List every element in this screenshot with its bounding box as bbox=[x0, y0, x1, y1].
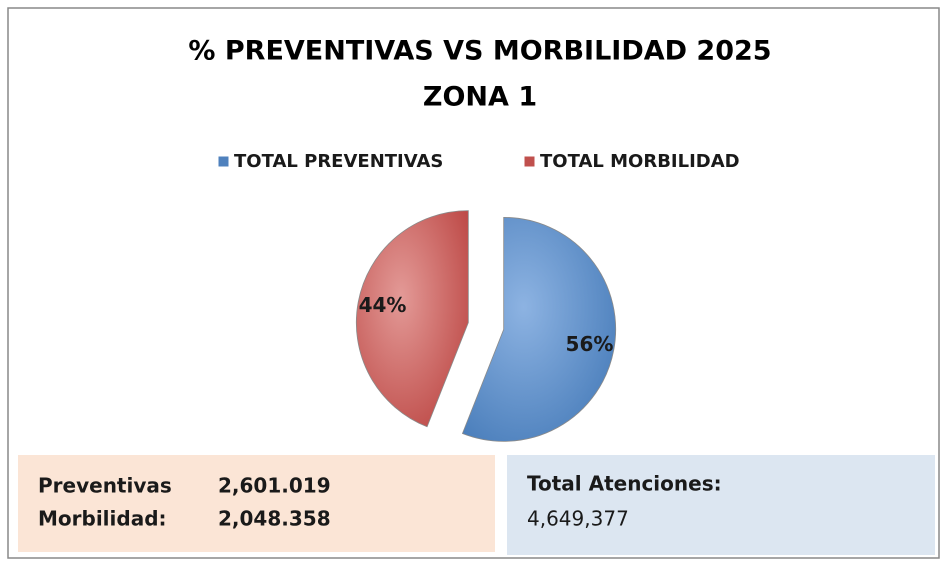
preventivas-label: Preventivas bbox=[38, 474, 172, 498]
legend-swatch bbox=[523, 155, 536, 168]
chart-subtitle: ZONA 1 bbox=[423, 82, 537, 113]
pie-slice bbox=[355, 210, 469, 428]
morbilidad-label: Morbilidad: bbox=[38, 507, 167, 531]
legend-label: TOTAL PREVENTIVAS bbox=[234, 151, 443, 172]
slice-label: 44% bbox=[359, 293, 407, 317]
total-label: Total Atenciones: bbox=[527, 472, 722, 496]
morbilidad-value: 2,048.358 bbox=[218, 507, 331, 531]
slice-label: 56% bbox=[566, 332, 614, 356]
chart-title: % PREVENTIVAS VS MORBILIDAD 2025 bbox=[188, 36, 771, 67]
summary-box bbox=[18, 455, 495, 552]
pie-slice bbox=[461, 216, 617, 442]
total-box bbox=[507, 455, 935, 555]
total-value: 4,649,377 bbox=[527, 507, 629, 531]
preventivas-value: 2,601.019 bbox=[218, 474, 331, 498]
legend-swatch bbox=[217, 155, 230, 168]
legend-label: TOTAL MORBILIDAD bbox=[540, 151, 740, 172]
